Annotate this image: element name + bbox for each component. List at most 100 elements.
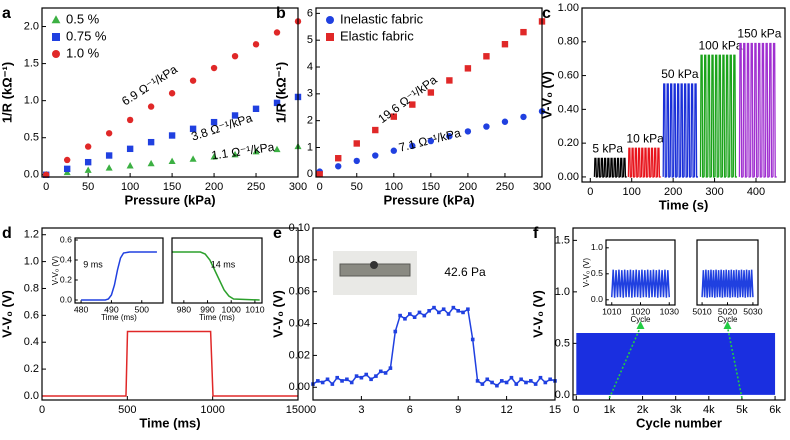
pulse	[761, 42, 766, 178]
x-axis-label: Time (ms)	[101, 313, 137, 322]
marker	[105, 164, 113, 171]
pulse	[772, 42, 777, 178]
pulse	[672, 83, 678, 178]
marker	[543, 380, 548, 385]
y-axis-label: V-V₀ (V)	[51, 256, 60, 285]
marker	[446, 77, 453, 84]
pulse	[662, 83, 667, 178]
marker	[499, 379, 504, 383]
marker	[84, 143, 92, 150]
x-tick-label: 5020	[718, 307, 737, 317]
marker	[483, 53, 490, 60]
segment-label: 150 kPa	[737, 27, 781, 41]
marker	[316, 379, 320, 383]
inset-background	[75, 238, 163, 303]
y-axis-label: V-V₀ (V)	[539, 71, 554, 119]
y-tick-label: 5	[307, 34, 313, 46]
marker	[126, 116, 134, 124]
x-tick-label: 1010	[245, 305, 264, 315]
marker	[325, 377, 330, 382]
y-tick-label: 0.5	[555, 337, 570, 349]
marker	[349, 380, 354, 385]
y-tick-label: 0.6	[24, 309, 39, 321]
marker	[509, 375, 514, 380]
x-tick-label: 500	[118, 404, 136, 416]
marker	[210, 153, 218, 160]
y-tick-label: 1.0	[24, 95, 39, 107]
marker	[475, 379, 480, 383]
plot-frame	[696, 239, 759, 306]
panel-letter: a	[2, 5, 11, 22]
marker	[335, 155, 342, 162]
y-tick-label: 0.10	[289, 222, 310, 234]
marker	[353, 140, 360, 147]
y-axis-label: 1/R (kΩ⁻¹)	[273, 62, 288, 123]
marker	[456, 309, 460, 313]
y-tick-label: 4	[307, 61, 313, 73]
marker	[485, 377, 490, 382]
marker	[393, 329, 398, 334]
marker	[390, 113, 398, 120]
pulse	[622, 157, 627, 178]
annotation: 7.1 Ω⁻¹/kPa	[397, 126, 462, 155]
marker	[490, 380, 494, 385]
annotation: 9 ms	[83, 259, 103, 269]
x-tick-label: 100	[623, 186, 641, 198]
x-tick-label: 100	[121, 181, 139, 193]
marker	[464, 128, 472, 135]
pulse	[619, 157, 624, 178]
marker	[326, 16, 334, 24]
y-axis-label: 1/R (kΩ⁻¹)	[0, 62, 14, 123]
marker	[84, 158, 92, 166]
y-tick-label: 0.0	[24, 390, 39, 402]
x-tick-label: 200	[664, 186, 682, 198]
marker	[441, 307, 446, 312]
line	[172, 251, 260, 301]
panel-letter: b	[276, 5, 286, 22]
pulse	[634, 147, 639, 178]
pulse	[768, 42, 773, 178]
y-tick-label: 0.2	[24, 363, 39, 375]
y-tick-label: 0.08	[289, 254, 310, 266]
marker	[374, 374, 378, 378]
x-tick-label: 300	[705, 186, 723, 198]
x-axis-label: Cycle	[717, 315, 738, 324]
marker	[335, 163, 342, 170]
marker	[369, 377, 373, 382]
x-axis-label: Time (ms)	[199, 313, 235, 322]
marker	[383, 371, 388, 375]
x-tick-label: 50	[82, 181, 94, 193]
x-tick-label: 0	[317, 181, 323, 193]
y-tick-label: 0.00	[289, 381, 310, 393]
marker	[483, 123, 490, 130]
marker	[147, 103, 155, 110]
x-tick-label: 5k	[736, 404, 748, 416]
marker	[388, 366, 393, 370]
y-tick-label: 0.00	[558, 171, 579, 183]
x-tick-label: 250	[496, 181, 514, 193]
x-tick-label: 1000	[200, 404, 224, 416]
annotation: 42.6 Pa	[444, 265, 486, 279]
marker	[446, 133, 453, 140]
x-tick-label: 0	[43, 181, 49, 193]
marker	[326, 33, 334, 41]
plot-frame	[74, 237, 164, 304]
marker	[231, 112, 239, 119]
marker	[364, 372, 369, 377]
arrow-head	[636, 321, 645, 329]
marker	[168, 132, 176, 139]
y-tick-label: 0.5	[591, 268, 603, 278]
pulse	[669, 83, 674, 178]
legend-label: 0.5 %	[66, 11, 100, 26]
x-tick-label: 2k	[637, 404, 649, 416]
x-tick-label: 0	[310, 404, 316, 416]
marker	[432, 305, 436, 310]
pulse	[613, 157, 618, 178]
pulse	[710, 54, 716, 178]
y-tick-label: 1.2	[24, 229, 39, 241]
marker	[520, 28, 527, 36]
marker	[126, 162, 134, 169]
marker	[168, 90, 176, 97]
arrow	[726, 326, 743, 399]
